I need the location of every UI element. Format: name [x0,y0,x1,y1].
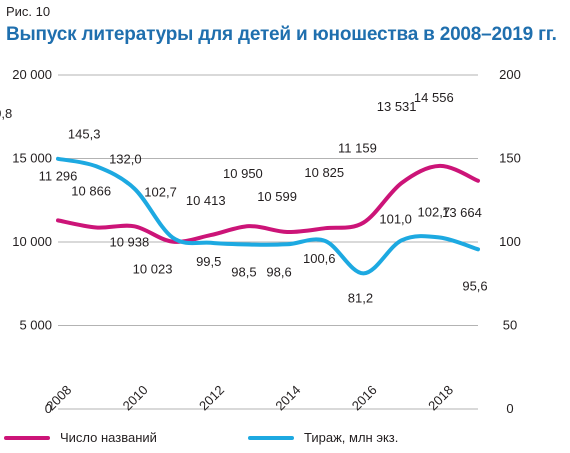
y-right-tick-label: 200 [499,67,521,82]
data-label-circulation: 98,5 [231,265,256,280]
data-label-titles: 11 159 [338,141,377,156]
data-label-titles: 10 023 [133,262,173,277]
data-label-titles: 10 413 [186,193,226,208]
series-line-titles [56,163,480,244]
data-label-circulation: 101,0 [379,211,412,226]
data-label-circulation: 145,3 [68,126,101,141]
data-label-circulation: 102,7 [418,204,451,219]
legend-label-circulation: Тираж, млн экз. [304,430,399,445]
data-label-titles: 10 825 [304,165,344,180]
data-label-circulation: 95,6 [462,278,487,293]
data-label-titles: 13 664 [442,205,482,220]
legend-swatch-circulation [248,435,294,440]
y-right-tick-label: 150 [499,151,521,166]
data-label-circulation: 149,8 [0,106,12,121]
data-label-circulation: 132,0 [109,152,142,167]
series-line-circulation [56,156,480,276]
y-left-tick-label: 5 000 [19,318,52,333]
y-left-tick-label: 0 [45,401,52,416]
legend-swatch-titles [4,435,50,440]
data-label-titles: 10 599 [257,189,297,204]
data-label-circulation: 100,6 [303,251,336,266]
y-left-tick-label: 15 000 [12,151,52,166]
y-right-tick-label: 50 [503,318,517,333]
legend-label-titles: Число названий [60,430,157,445]
y-right-tick-label: 0 [506,401,513,416]
y-left-tick-label: 10 000 [12,234,52,249]
legend-item-titles: Число названий [4,430,157,445]
data-label-titles: 11 296 [39,168,78,183]
figure-label: Рис. 10 [6,4,51,19]
y-right-tick-label: 100 [499,234,521,249]
chart-title: Выпуск литературы для детей и юношества … [6,24,557,45]
data-label-circulation: 102,7 [144,184,177,199]
data-label-titles: 10 866 [71,184,111,199]
data-label-circulation: 81,2 [348,290,373,305]
data-label-titles: 10 950 [223,166,263,181]
data-label-titles: 13 531 [377,99,417,114]
data-label-titles: 10 938 [109,234,149,249]
y-left-tick-label: 20 000 [12,67,52,82]
legend-item-circulation: Тираж, млн экз. [248,430,398,445]
data-label-circulation: 99,5 [196,254,221,269]
data-label-titles: 14 556 [414,90,454,105]
data-label-circulation: 98,6 [266,264,291,279]
